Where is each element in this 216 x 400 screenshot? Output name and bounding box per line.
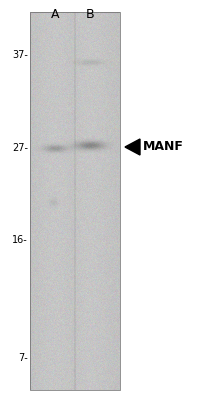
Text: 7-: 7- bbox=[18, 353, 28, 363]
Text: 27-: 27- bbox=[12, 143, 28, 153]
Text: 37-: 37- bbox=[12, 50, 28, 60]
Text: 16-: 16- bbox=[12, 235, 28, 245]
Text: A: A bbox=[51, 8, 59, 21]
Bar bbox=[30, 12, 120, 390]
Text: B: B bbox=[86, 8, 94, 21]
Text: MANF: MANF bbox=[143, 140, 184, 154]
Polygon shape bbox=[125, 139, 140, 155]
